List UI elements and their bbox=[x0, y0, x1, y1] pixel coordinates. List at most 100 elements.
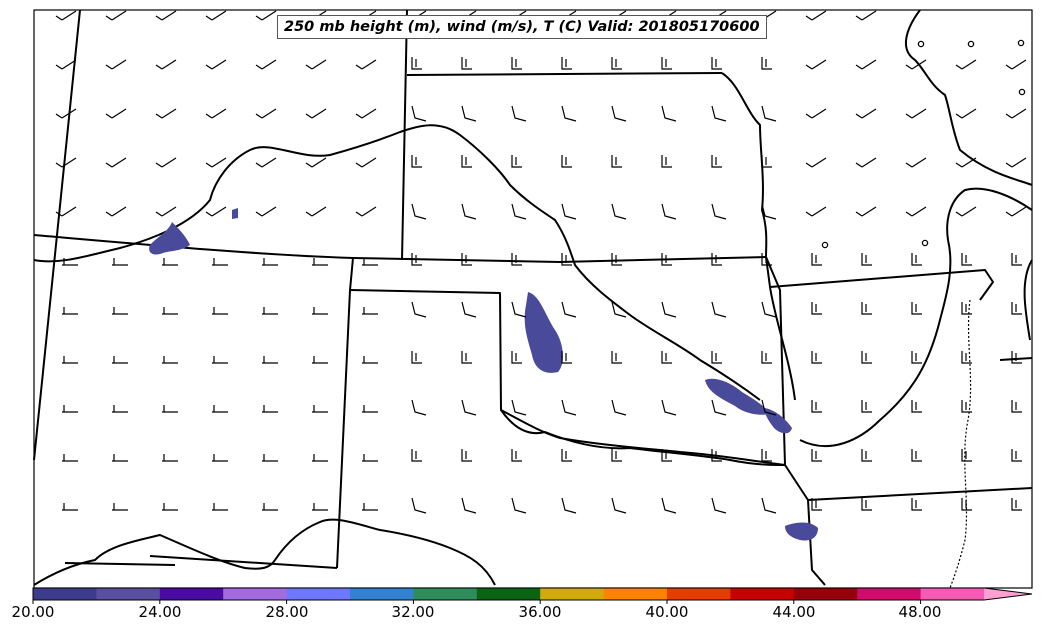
wind-barb bbox=[611, 57, 622, 70]
wind-barb bbox=[861, 302, 872, 315]
wind-barb bbox=[855, 108, 877, 119]
wind-barb bbox=[62, 356, 78, 364]
wind-barb bbox=[112, 356, 128, 364]
wind-barb bbox=[262, 405, 278, 413]
wind-barb bbox=[411, 351, 422, 364]
wind-barb bbox=[411, 57, 422, 70]
wind-barb bbox=[811, 498, 822, 511]
wind-barb bbox=[205, 206, 227, 217]
wind-barb bbox=[811, 351, 822, 364]
wind-barb bbox=[1011, 351, 1022, 364]
wind-barb bbox=[911, 498, 922, 511]
colorbar-tick-label: 44.00 bbox=[772, 603, 816, 621]
wind-barb bbox=[355, 206, 377, 217]
colorbar-tick-label: 20.00 bbox=[11, 603, 55, 621]
wind-barb bbox=[212, 503, 228, 511]
wind-barb bbox=[155, 108, 177, 119]
wind-barbs bbox=[55, 10, 1027, 514]
colorbar-tick-label: 40.00 bbox=[645, 603, 689, 621]
colorbar-outline bbox=[32, 587, 1033, 601]
wind-barb bbox=[711, 155, 722, 168]
wind-barb bbox=[305, 157, 327, 168]
wind-barb bbox=[811, 253, 822, 266]
wind-barb bbox=[1005, 206, 1027, 217]
wind-barb bbox=[255, 10, 277, 21]
texas-west-boundary bbox=[64, 562, 176, 566]
wind-barb bbox=[661, 57, 672, 70]
colorbar-segment bbox=[920, 588, 985, 600]
wind-barb bbox=[511, 399, 527, 416]
wind-barb bbox=[905, 206, 927, 217]
wind-barb bbox=[155, 157, 177, 168]
wind-barb bbox=[212, 356, 228, 364]
wind-barb bbox=[611, 301, 627, 318]
wind-barb bbox=[155, 206, 177, 217]
wind-barb bbox=[805, 10, 827, 21]
wind-barb bbox=[855, 206, 877, 217]
wind-barb bbox=[411, 301, 427, 318]
calm-wind-circle bbox=[917, 40, 925, 48]
wind-barb bbox=[961, 253, 972, 266]
wind-barb bbox=[511, 497, 527, 514]
wind-barb bbox=[362, 405, 378, 413]
wind-barb bbox=[162, 503, 178, 511]
wind-barb bbox=[911, 253, 922, 266]
tennessee-river bbox=[1023, 259, 1033, 341]
wind-barb bbox=[205, 108, 227, 119]
wind-barb bbox=[855, 59, 877, 70]
wind-barb bbox=[411, 497, 427, 514]
wind-barb bbox=[861, 253, 872, 266]
wind-barb bbox=[1011, 400, 1022, 413]
wind-barb bbox=[105, 206, 127, 217]
wind-barb bbox=[312, 454, 328, 462]
wind-barb bbox=[55, 157, 77, 168]
temperature-patch bbox=[524, 292, 563, 373]
wind-barb bbox=[511, 57, 522, 70]
wind-barb bbox=[955, 206, 977, 217]
wind-barb bbox=[312, 405, 328, 413]
wind-barb bbox=[711, 105, 727, 122]
wind-barb bbox=[611, 155, 622, 168]
wind-barb bbox=[411, 105, 427, 122]
wind-barb bbox=[312, 307, 328, 315]
wind-barb bbox=[255, 157, 277, 168]
wind-barb bbox=[961, 302, 972, 315]
calm-wind-circle bbox=[921, 239, 929, 247]
wind-barb bbox=[711, 497, 727, 514]
wind-barb bbox=[955, 157, 977, 168]
wind-barb bbox=[355, 157, 377, 168]
wind-barb bbox=[511, 449, 522, 462]
arkansas-louisiana-border bbox=[807, 487, 1033, 501]
wind-barb bbox=[661, 105, 677, 122]
calm-wind-circle bbox=[1017, 39, 1025, 47]
colorbar-tick-label: 24.00 bbox=[138, 603, 182, 621]
wind-barb bbox=[611, 399, 627, 416]
wind-barb bbox=[961, 449, 972, 462]
wind-barb bbox=[511, 155, 522, 168]
wind-barb bbox=[105, 10, 127, 21]
wind-barb bbox=[761, 497, 777, 514]
calm-wind-circle bbox=[967, 40, 975, 48]
colorbar-segment bbox=[159, 588, 224, 600]
wind-barb bbox=[905, 59, 927, 70]
calm-wind-stations bbox=[821, 39, 1026, 249]
wind-barb bbox=[805, 108, 827, 119]
wind-barb bbox=[961, 351, 972, 364]
wind-barb bbox=[155, 59, 177, 70]
wind-barb bbox=[761, 399, 777, 416]
wind-barb bbox=[362, 258, 378, 266]
wind-barb bbox=[761, 155, 772, 168]
wind-barb bbox=[362, 356, 378, 364]
wind-barb bbox=[112, 454, 128, 462]
oklahoma-east-river bbox=[949, 299, 972, 589]
temperature-patch bbox=[785, 522, 818, 541]
mississippi-river bbox=[799, 9, 1033, 448]
colorbar-segment bbox=[730, 588, 795, 600]
colorbar-segment bbox=[413, 588, 478, 600]
wind-barb bbox=[511, 203, 527, 220]
wind-barb bbox=[611, 105, 627, 122]
wind-barb bbox=[611, 203, 627, 220]
wind-barb bbox=[255, 206, 277, 217]
wind-barb bbox=[105, 157, 127, 168]
